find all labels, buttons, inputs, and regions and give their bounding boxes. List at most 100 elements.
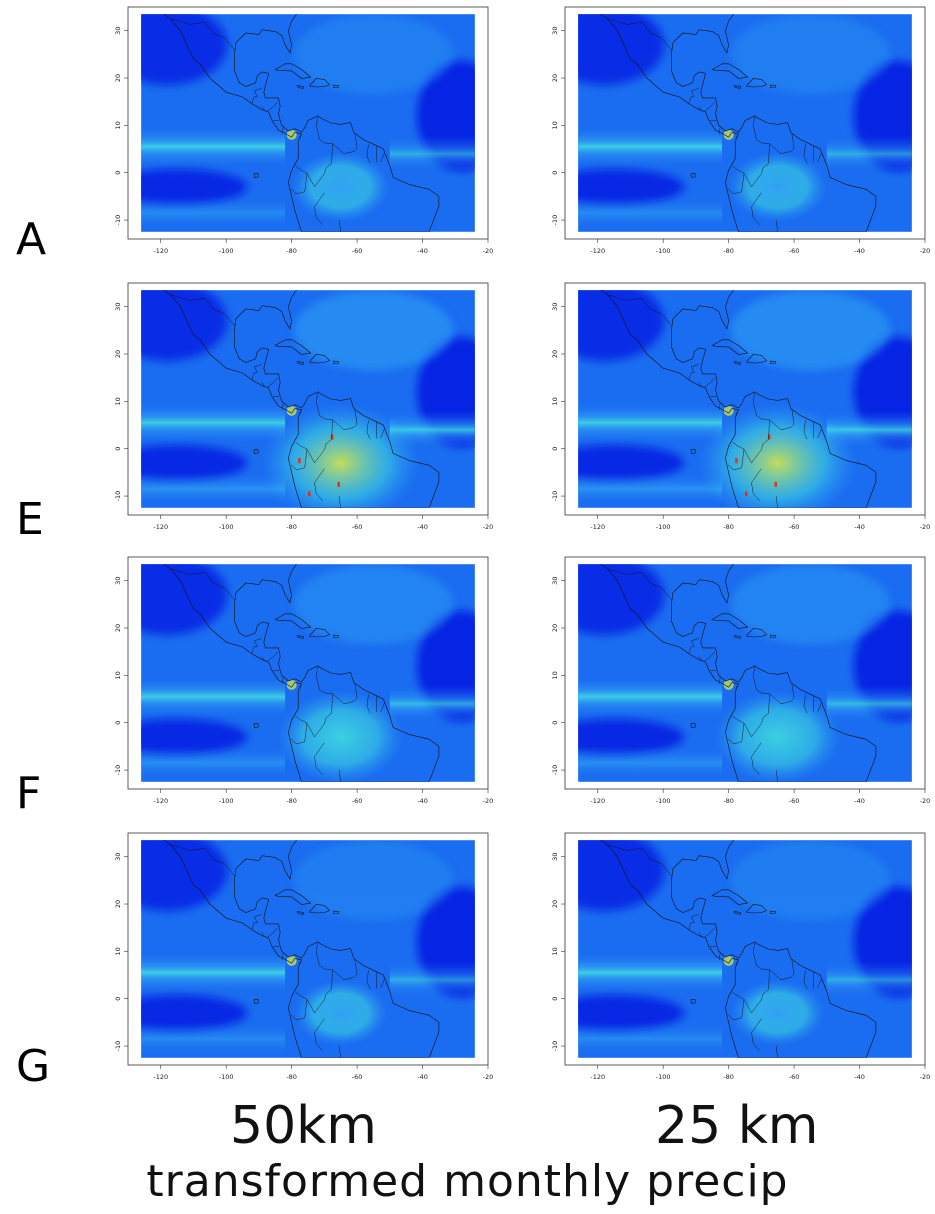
coastlines — [163, 14, 440, 232]
row-label-f: F — [16, 768, 42, 819]
x-tick-label: -60 — [789, 523, 800, 531]
panel-g-50km: -120 -100 -80 -60 -40 -20 -10 0 10 20 30 — [100, 826, 493, 1088]
y-tick-label: 0 — [551, 171, 559, 175]
y-tick-label: 0 — [114, 721, 122, 725]
y-tick-label: -10 — [114, 765, 122, 776]
coastlines — [163, 290, 440, 508]
x-tick-label: -60 — [352, 1073, 363, 1081]
x-tick-label: -120 — [153, 247, 168, 255]
precip-field — [578, 290, 912, 508]
coastlines — [600, 564, 877, 782]
panel-a-50km: -120 -100 -80 -60 -40 -20 -10 0 10 20 30 — [100, 0, 493, 262]
x-tick-label: -60 — [789, 1073, 800, 1081]
coastlines — [600, 14, 877, 232]
figure-caption: transformed monthly precip — [146, 1156, 789, 1207]
y-tick-label: 30 — [114, 27, 122, 35]
y-tick-label: 20 — [551, 74, 559, 82]
x-tick-label: -80 — [723, 523, 734, 531]
x-tick-label: -100 — [656, 247, 671, 255]
y-tick-label: 10 — [114, 397, 122, 405]
x-tick-label: -120 — [590, 247, 605, 255]
panel-a-25km: -120 -100 -80 -60 -40 -20 -10 0 10 20 30 — [537, 0, 930, 262]
y-tick-label: 20 — [551, 624, 559, 632]
panel-g-25km: -120 -100 -80 -60 -40 -20 -10 0 10 20 30 — [537, 826, 930, 1088]
x-tick-label: -100 — [219, 247, 234, 255]
x-tick-label: -40 — [854, 797, 865, 805]
y-tick-label: 20 — [551, 350, 559, 358]
precip-field — [141, 840, 475, 1058]
x-tick-label: -120 — [153, 1073, 168, 1081]
x-tick-label: -100 — [219, 1073, 234, 1081]
x-tick-label: -120 — [153, 797, 168, 805]
y-tick-label: 20 — [114, 350, 122, 358]
precip-field — [578, 840, 912, 1058]
row-label-a: A — [16, 214, 47, 265]
x-tick-label: -20 — [483, 523, 494, 531]
x-tick-label: -40 — [417, 523, 428, 531]
y-tick-label: 10 — [551, 947, 559, 955]
precip-field — [578, 564, 912, 782]
x-tick-label: -100 — [656, 1073, 671, 1081]
coastlines — [600, 840, 877, 1058]
y-tick-label: 30 — [551, 27, 559, 35]
y-tick-label: 30 — [551, 303, 559, 311]
x-tick-label: -60 — [352, 797, 363, 805]
y-tick-label: -10 — [114, 491, 122, 502]
y-tick-label: 20 — [114, 900, 122, 908]
x-tick-label: -60 — [352, 523, 363, 531]
row-label-e: E — [16, 494, 44, 545]
x-tick-label: -40 — [854, 247, 865, 255]
y-tick-label: 10 — [551, 397, 559, 405]
x-tick-label: -40 — [854, 523, 865, 531]
x-tick-label: -20 — [920, 1073, 931, 1081]
y-tick-label: -10 — [114, 1041, 122, 1052]
x-tick-label: -120 — [590, 523, 605, 531]
y-tick-label: 0 — [114, 447, 122, 451]
y-tick-label: 30 — [551, 853, 559, 861]
y-tick-label: 10 — [114, 121, 122, 129]
y-tick-label: 0 — [551, 997, 559, 1001]
column-label-25km: 25 km — [655, 1096, 819, 1156]
y-tick-label: 0 — [114, 997, 122, 1001]
panel-e-50km: -120 -100 -80 -60 -40 -20 -10 0 10 20 30 — [100, 276, 493, 538]
y-tick-label: 20 — [114, 74, 122, 82]
y-tick-label: 0 — [551, 447, 559, 451]
x-tick-label: -100 — [656, 797, 671, 805]
x-tick-label: -80 — [723, 1073, 734, 1081]
x-tick-label: -120 — [590, 1073, 605, 1081]
y-tick-label: 0 — [551, 721, 559, 725]
x-tick-label: -100 — [656, 523, 671, 531]
y-tick-label: -10 — [551, 491, 559, 502]
coastlines — [600, 290, 877, 508]
precip-field — [141, 290, 475, 508]
y-tick-label: 10 — [551, 121, 559, 129]
y-tick-label: 10 — [551, 671, 559, 679]
column-label-50km: 50km — [230, 1096, 377, 1156]
x-tick-label: -80 — [286, 797, 297, 805]
x-tick-label: -80 — [723, 797, 734, 805]
panel-f-50km: -120 -100 -80 -60 -40 -20 -10 0 10 20 30 — [100, 550, 493, 812]
coastlines — [163, 564, 440, 782]
x-tick-label: -120 — [153, 523, 168, 531]
x-tick-label: -80 — [286, 1073, 297, 1081]
y-tick-label: 0 — [114, 171, 122, 175]
y-tick-label: 20 — [114, 624, 122, 632]
y-tick-label: 30 — [114, 577, 122, 585]
coastlines — [163, 840, 440, 1058]
y-tick-label: -10 — [114, 215, 122, 226]
precip-field — [141, 564, 475, 782]
x-tick-label: -60 — [789, 797, 800, 805]
x-tick-label: -20 — [483, 247, 494, 255]
